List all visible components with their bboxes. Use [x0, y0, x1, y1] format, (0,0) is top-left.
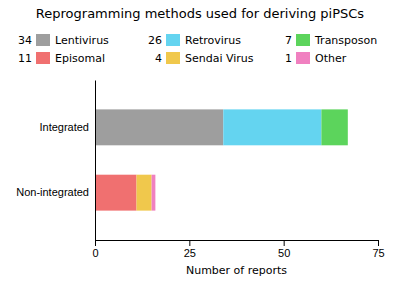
bars — [95, 109, 348, 210]
x-tick-label: 25 — [184, 247, 196, 259]
legend-swatch — [296, 52, 310, 64]
legend-item: 34 Lentivirus — [18, 34, 109, 47]
x-tick-mark — [284, 240, 285, 246]
legend-item: 1 Other — [285, 52, 347, 65]
legend-swatch — [36, 34, 50, 46]
legend-swatch — [36, 52, 50, 64]
legend-label: Retrovirus — [185, 34, 241, 47]
legend-label: Episomal — [55, 52, 105, 65]
legend-item: 4 Sendai Virus — [155, 52, 254, 65]
y-axis: Integrated Non-integrated — [16, 81, 95, 241]
x-tick: 50 — [278, 240, 290, 259]
x-tick-label: 50 — [278, 247, 290, 259]
x-axis: 0 25 50 75 — [92, 240, 384, 259]
bar-segment — [95, 175, 137, 211]
legend-count: 34 — [18, 34, 32, 47]
legend-swatch — [166, 34, 180, 46]
x-tick: 0 — [92, 240, 98, 259]
legend-item: 26 Retrovirus — [148, 34, 241, 47]
legend-label: Lentivirus — [55, 34, 109, 47]
legend-swatch — [166, 52, 180, 64]
y-tick-label: Integrated — [39, 121, 89, 133]
x-tick-mark — [378, 240, 379, 246]
bar-segment — [152, 175, 156, 211]
legend-count: 11 — [18, 52, 32, 65]
y-tick: Integrated — [39, 121, 95, 133]
legend-count: 7 — [285, 34, 292, 47]
legend-label: Transposon — [314, 34, 377, 47]
x-tick-mark — [189, 240, 190, 246]
legend-item: 11 Episomal — [18, 52, 105, 65]
legend-label: Sendai Virus — [185, 52, 254, 65]
x-axis-line — [96, 241, 379, 247]
bar-segment — [95, 109, 223, 145]
x-tick: 25 — [184, 240, 196, 259]
plot: 0 25 50 75 Integrated Non-integrated — [16, 81, 384, 259]
x-tick-mark — [95, 240, 96, 246]
y-tick-label: Non-integrated — [16, 186, 89, 198]
legend-count: 26 — [148, 34, 162, 47]
y-axis-line — [95, 81, 96, 241]
x-tick-label: 75 — [372, 247, 384, 259]
bar-segment — [321, 109, 347, 145]
legend-count: 4 — [155, 52, 162, 65]
title: Reprogramming methods used for deriving … — [36, 6, 365, 21]
x-tick: 75 — [372, 240, 384, 259]
legend-label: Other — [315, 52, 347, 65]
x-tick-label: 0 — [92, 247, 98, 259]
legend-item: 7 Transposon — [285, 34, 377, 47]
bar-segment — [137, 175, 152, 211]
bar-segment — [223, 109, 321, 145]
legend-swatch — [296, 34, 310, 46]
x-axis-title: Number of reports — [186, 264, 287, 277]
legend-count: 1 — [285, 52, 292, 65]
legend: 34 Lentivirus 26 Retrovirus 7 Transposon 11 Epi… — [18, 34, 377, 65]
y-tick: Non-integrated — [16, 186, 95, 198]
chart: Reprogramming methods used for deriving … — [0, 0, 400, 282]
